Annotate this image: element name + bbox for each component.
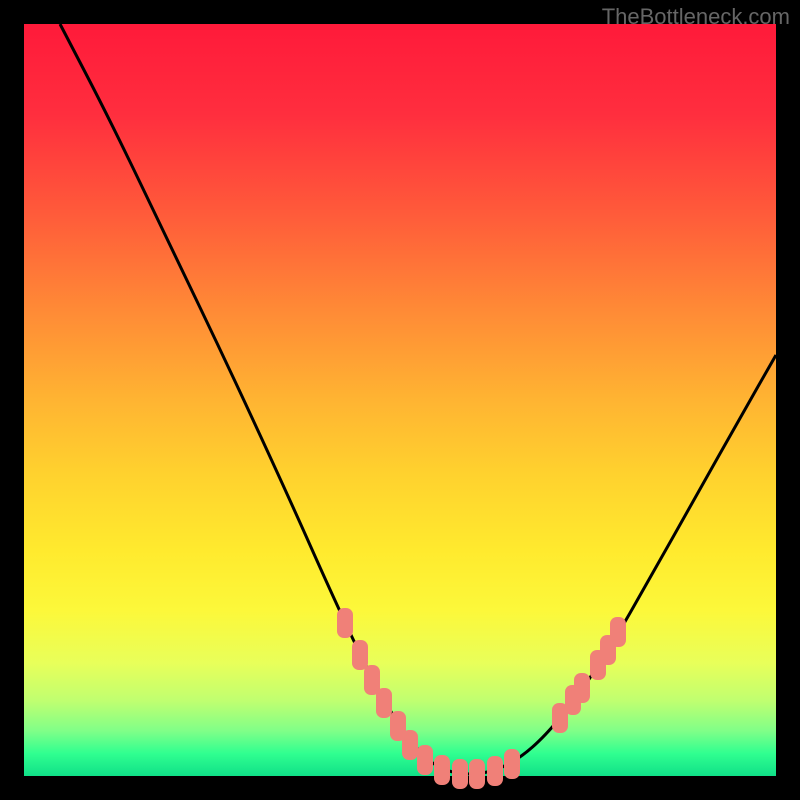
curve-marker bbox=[364, 665, 380, 695]
curve-marker bbox=[574, 673, 590, 703]
curve-marker bbox=[337, 608, 353, 638]
curve-marker bbox=[402, 730, 418, 760]
watermark-text: TheBottleneck.com bbox=[602, 4, 790, 30]
chart-background bbox=[24, 24, 776, 776]
curve-marker bbox=[469, 759, 485, 789]
curve-marker bbox=[610, 617, 626, 647]
bottleneck-chart: TheBottleneck.com bbox=[0, 0, 800, 800]
curve-marker bbox=[417, 745, 433, 775]
chart-svg bbox=[0, 0, 800, 800]
curve-marker bbox=[487, 756, 503, 786]
curve-marker bbox=[452, 759, 468, 789]
curve-marker bbox=[376, 688, 392, 718]
curve-marker bbox=[352, 640, 368, 670]
curve-marker bbox=[504, 749, 520, 779]
curve-marker bbox=[434, 755, 450, 785]
